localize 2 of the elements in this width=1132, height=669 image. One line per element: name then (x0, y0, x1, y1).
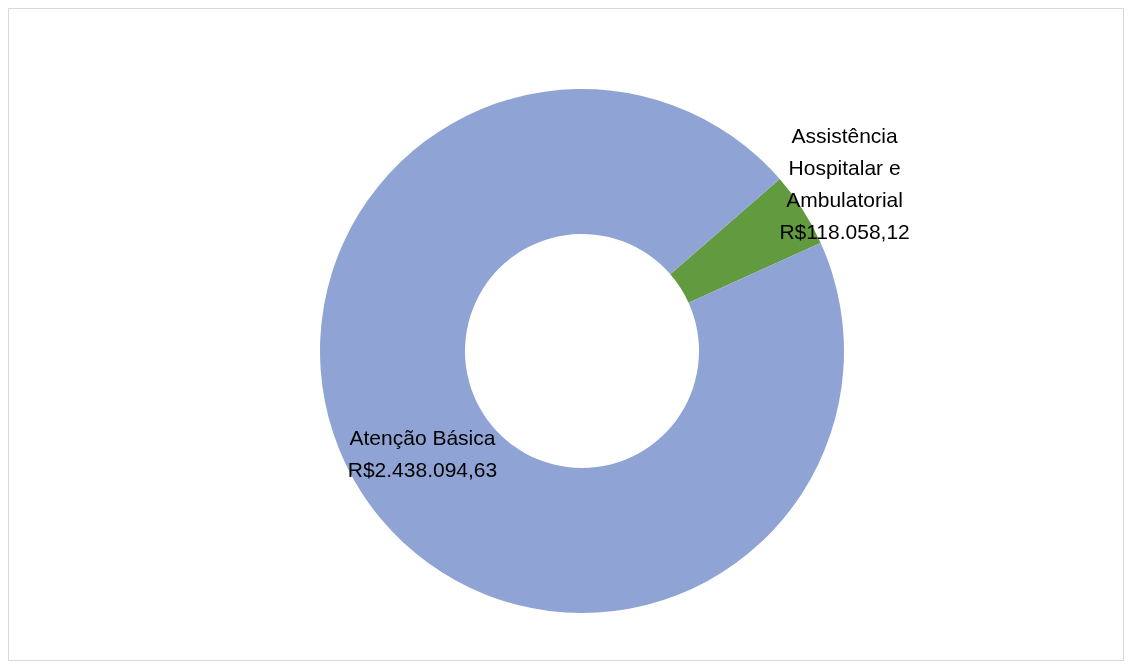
data-label: R$2.438.094,63 (347, 457, 498, 481)
slice-label: Atenção Básica (349, 425, 496, 449)
